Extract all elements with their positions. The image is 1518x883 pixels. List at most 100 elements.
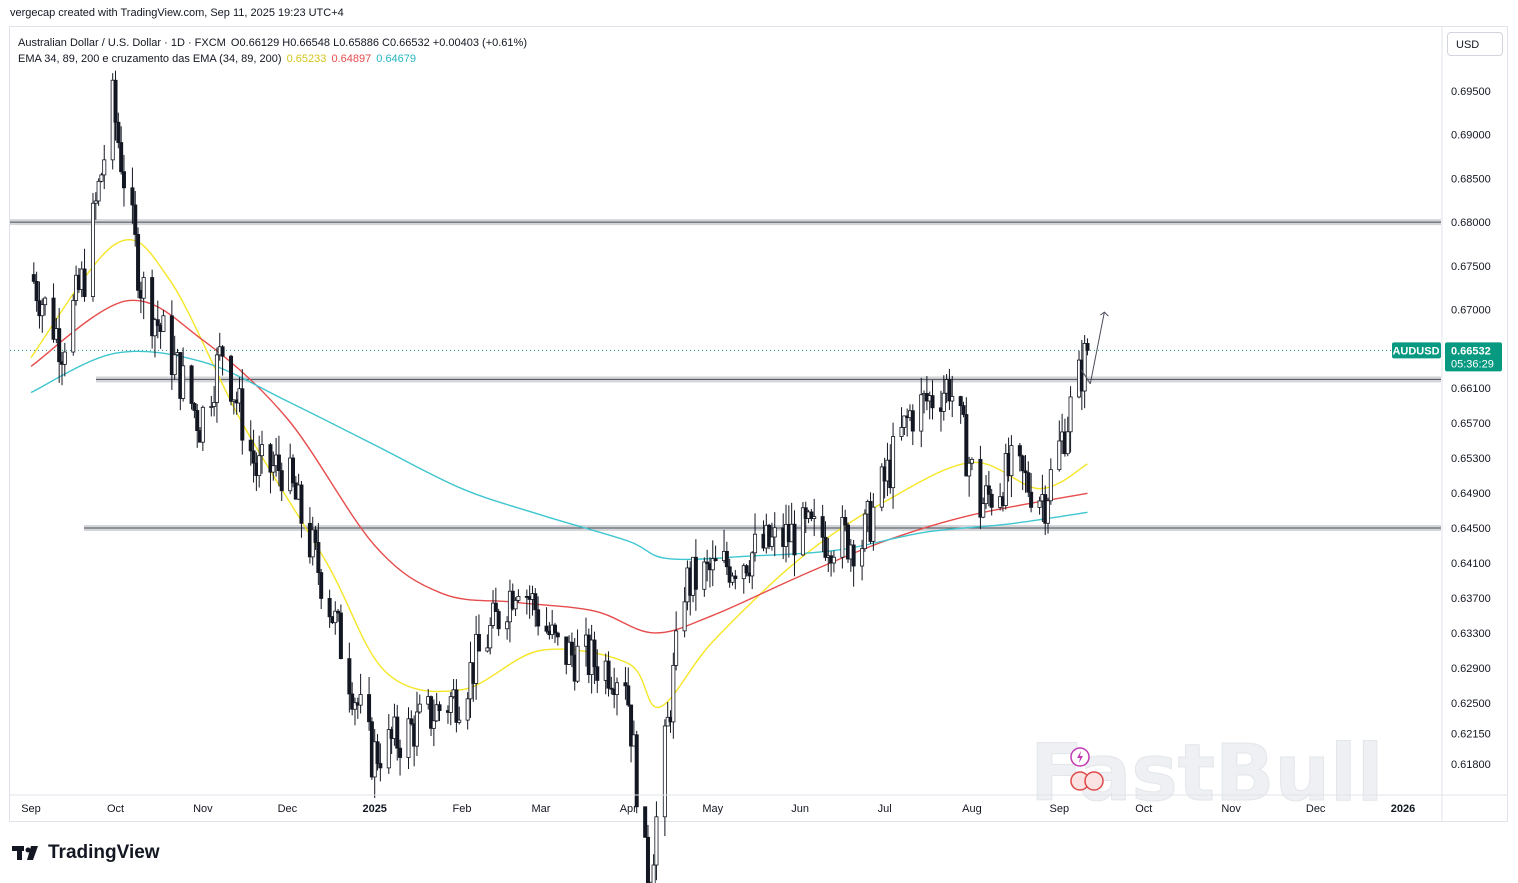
candle-up	[812, 516, 817, 519]
candle-up	[840, 517, 845, 558]
candle-up	[879, 466, 884, 508]
candle-down	[31, 274, 36, 282]
candle-down	[986, 485, 991, 495]
candle-up	[488, 625, 493, 649]
legend-symbol[interactable]: Australian Dollar / U.S. Dollar · 1D · F…	[18, 37, 226, 49]
price-tick-label: 0.63700	[1451, 593, 1491, 605]
horizontal-levels[interactable]	[10, 219, 1441, 532]
tradingview-logo[interactable]: TradingView	[12, 842, 160, 864]
time-axis[interactable]: Sep Oct Nov Dec 2025 Feb Mar Apr May Jun Jul Aug Sep…	[21, 803, 1415, 815]
price-tick-label: 0.61800	[1451, 759, 1491, 771]
ema34-line	[30, 238, 1088, 708]
candle-down	[251, 450, 256, 464]
candle-down	[733, 575, 738, 580]
candle-up	[967, 462, 972, 477]
time-tick-label: Dec	[278, 803, 298, 815]
candle-up	[575, 645, 580, 682]
time-tick-label: Dec	[1306, 803, 1326, 815]
candle-down	[316, 542, 321, 573]
candle-down	[319, 572, 324, 599]
symbol-tag-text: AUDUSD	[1392, 345, 1439, 357]
candle-down	[169, 315, 174, 376]
candle-down	[645, 836, 650, 883]
time-tick-label: Jul	[878, 803, 892, 815]
candle-up	[414, 711, 419, 747]
candle-up	[654, 816, 659, 866]
candle-up	[181, 365, 186, 399]
candle-down	[429, 696, 434, 729]
legend-indicator-row: EMA 34, 89, 200 e cruzamento das EMA (34…	[18, 51, 527, 67]
tradingview-logo-text: TradingView	[48, 842, 160, 863]
candle-up	[333, 610, 338, 624]
candle-up	[358, 694, 363, 706]
candle-up	[260, 444, 265, 457]
price-tick-label: 0.62500	[1451, 698, 1491, 710]
candle-down	[327, 598, 332, 618]
candle-up	[102, 159, 107, 176]
legend-indicator-name[interactable]: EMA 34, 89, 200 e cruzamento das EMA (34…	[18, 53, 282, 65]
candle-up	[474, 634, 479, 684]
candle-up	[152, 319, 157, 337]
projection-arrow[interactable]	[1080, 311, 1109, 385]
candle-down	[643, 806, 648, 838]
flag-badge-icon-2	[1084, 771, 1104, 791]
candle-down	[744, 565, 749, 574]
candle-up	[871, 506, 876, 542]
candle-up	[257, 455, 262, 477]
price-tick-label: 0.64500	[1451, 523, 1491, 535]
candle-down	[375, 741, 380, 764]
candle-down	[823, 536, 828, 558]
candle-up	[161, 315, 166, 332]
candle-up	[386, 729, 391, 769]
price-axis[interactable]: 0.69500 0.69000 0.68500 0.68000 0.67500 0.670…	[1451, 86, 1491, 771]
candle-down	[1017, 445, 1022, 457]
arrow-shaft[interactable]	[1089, 312, 1105, 384]
candle-up	[981, 503, 986, 518]
candle-down	[947, 379, 952, 402]
price-tick-label: 0.63300	[1451, 628, 1491, 640]
candle-down	[1085, 343, 1090, 351]
time-tick-label: Nov	[1221, 803, 1241, 815]
candle-down	[843, 517, 848, 526]
legend-open-label: O	[230, 37, 240, 49]
price-tick-label: 0.65300	[1451, 453, 1491, 465]
candle-down	[626, 685, 631, 706]
candle-down	[248, 439, 253, 452]
candle-up	[417, 703, 422, 713]
time-tick-label: Nov	[193, 803, 213, 815]
legend-symbol-row: Australian Dollar / U.S. Dollar · 1D · F…	[18, 35, 527, 51]
candle-down	[367, 694, 372, 723]
candle-down	[57, 328, 62, 363]
time-tick-label: Jun	[791, 803, 809, 815]
candle-up	[769, 536, 774, 547]
candle-down	[121, 171, 126, 189]
candle-down	[544, 625, 549, 632]
candle-up	[513, 599, 518, 610]
candle-up	[271, 465, 276, 473]
candle-up	[485, 647, 490, 652]
bolt-icon	[1077, 751, 1083, 763]
candle-down	[493, 602, 498, 612]
candle-down	[693, 556, 698, 590]
candle-down	[820, 516, 825, 538]
candle-down	[299, 484, 304, 524]
candle-down	[113, 79, 118, 123]
candle-down	[713, 558, 718, 562]
candle-down	[964, 414, 969, 477]
candle-down	[629, 704, 634, 747]
candle-down	[476, 634, 481, 652]
candle-up	[505, 621, 510, 630]
candle-up	[950, 396, 955, 402]
candle-up	[465, 698, 470, 721]
candle-up	[448, 696, 453, 713]
candle-up	[1082, 343, 1087, 392]
candle-up	[710, 558, 715, 571]
currency-button[interactable]: USD	[1447, 32, 1503, 56]
candle-up	[172, 354, 177, 376]
legend-ema89-value: 0.64897	[331, 53, 372, 65]
time-tick-label: Oct	[1135, 803, 1152, 815]
price-tick-label: 0.67500	[1451, 261, 1491, 273]
candle-down	[291, 457, 296, 484]
legend-low-label: L	[333, 37, 340, 49]
